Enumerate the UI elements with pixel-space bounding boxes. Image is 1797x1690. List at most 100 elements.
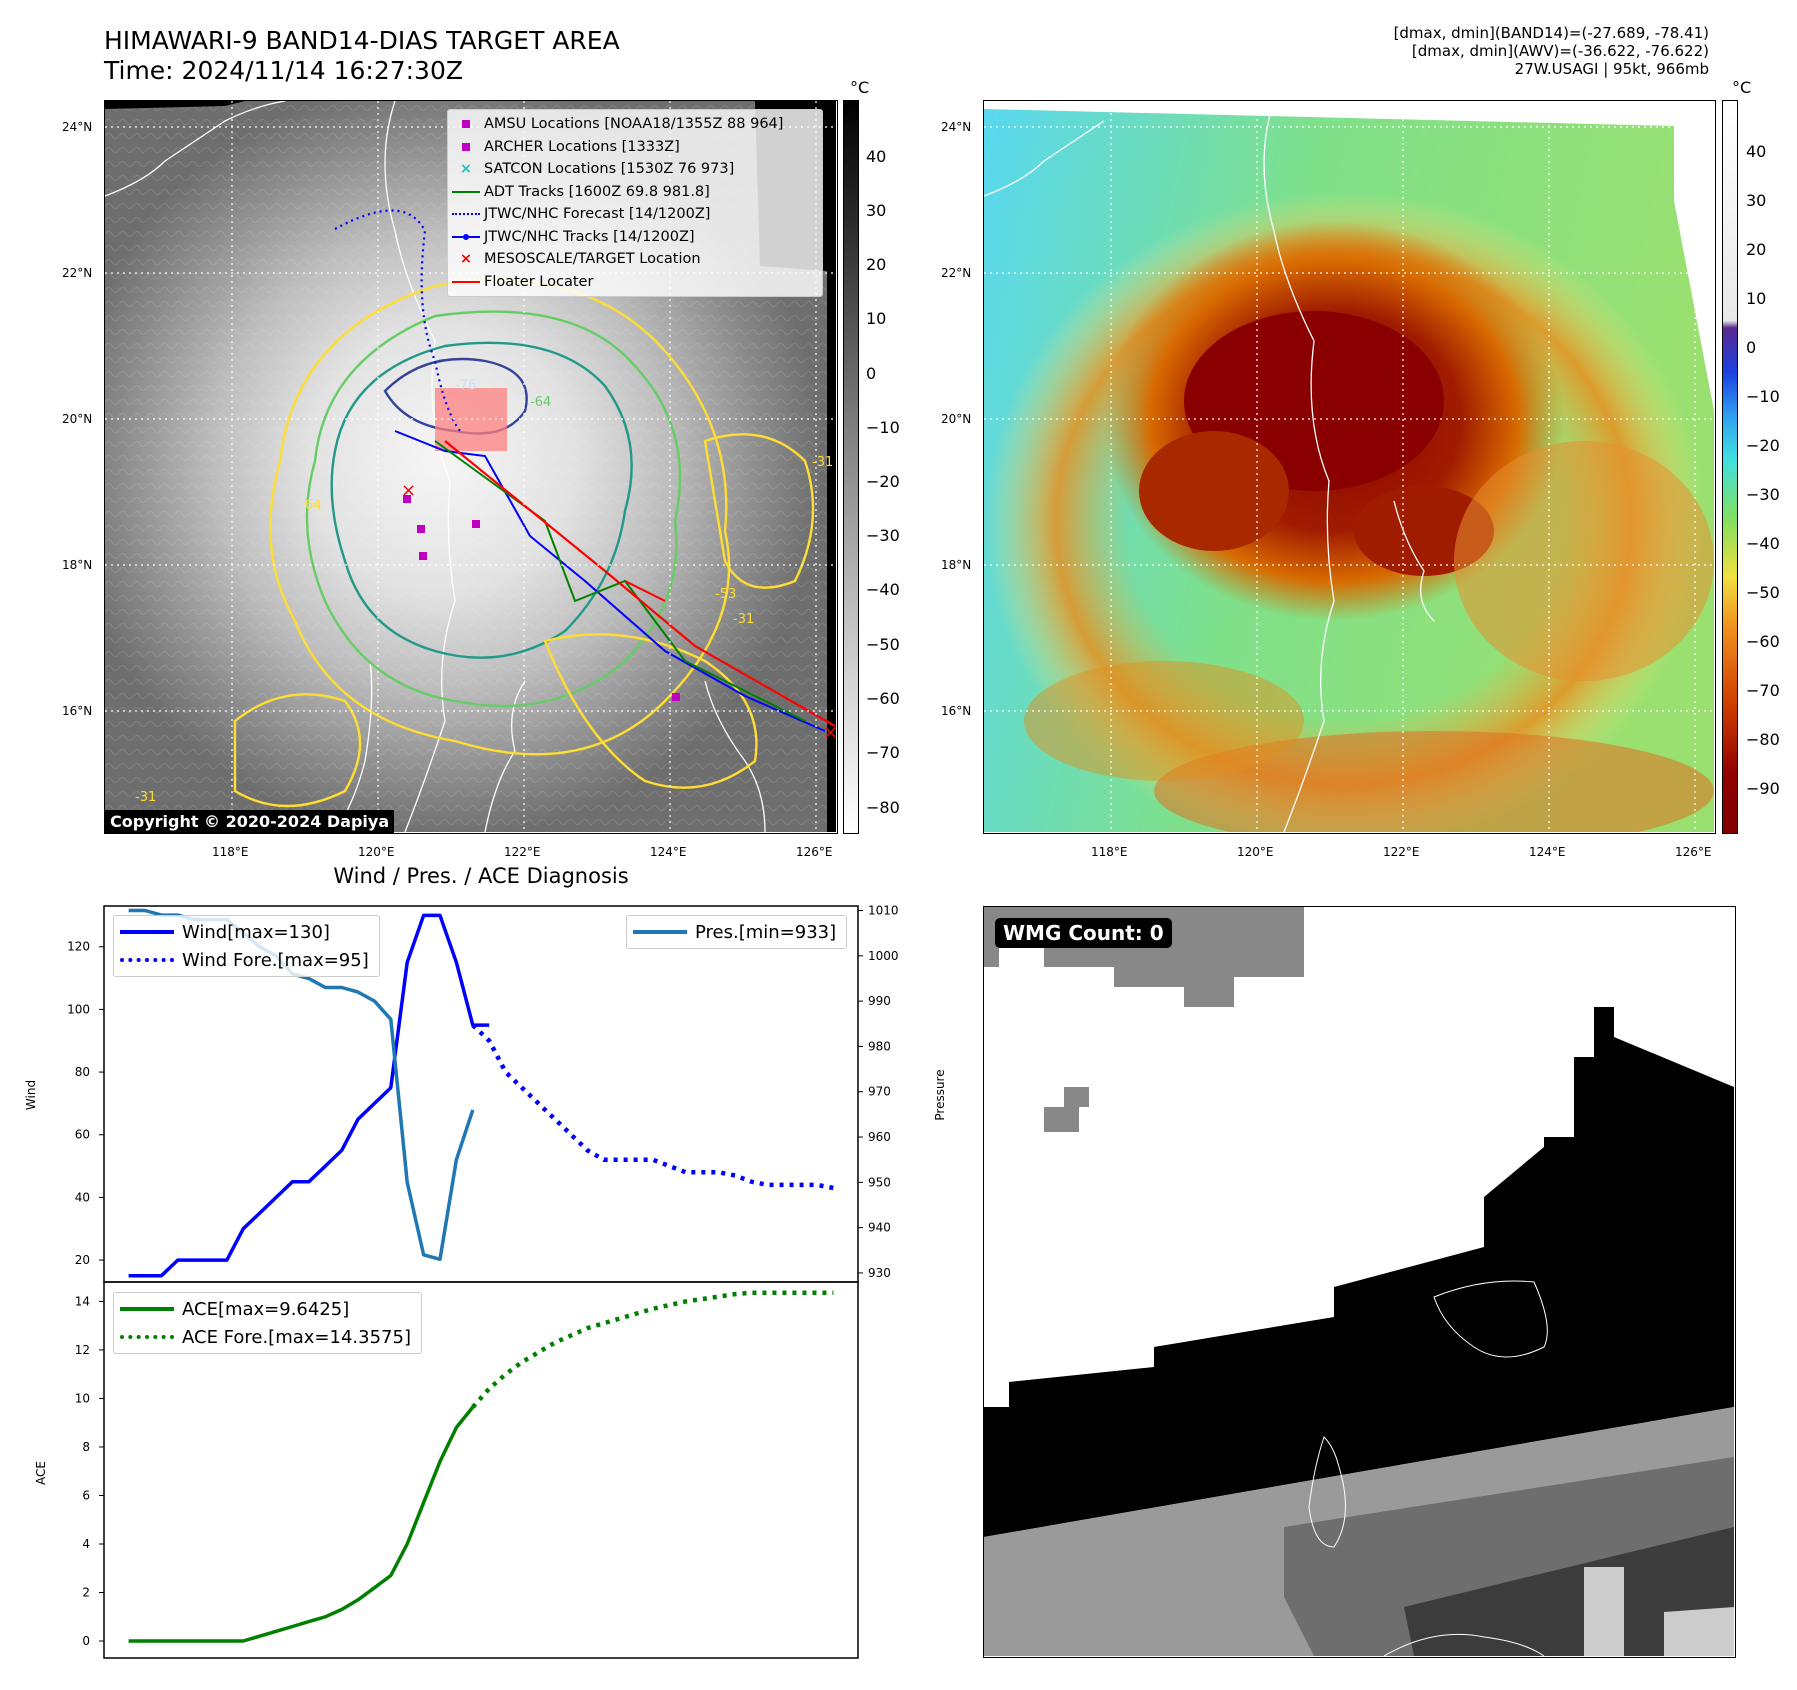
band14-range: [dmax, dmin](BAND14)=(-27.689, -78.41) [1393, 24, 1709, 42]
ir-colorbar-unit: °C [850, 78, 870, 97]
wmg-image [984, 907, 1734, 1656]
awv-range: [dmax, dmin](AWV)=(-36.622, -76.622) [1411, 42, 1709, 60]
legend-label: MESOSCALE/TARGET Location [484, 251, 701, 268]
lon-tick: 122°E [1383, 845, 1420, 859]
colorbar-tick: −60 [866, 689, 900, 708]
legend-mesoscale: × MESOSCALE/TARGET Location [448, 248, 822, 271]
legend-label: JTWC/NHC Forecast [14/1200Z] [484, 206, 711, 223]
y-tick-label: 14 [75, 1294, 90, 1308]
legend-marker-x: × [459, 251, 473, 268]
y-tick-label: 10 [75, 1391, 90, 1405]
legend-label: Wind[max=130] [182, 921, 330, 943]
legend-line [452, 190, 480, 193]
colorbar-tick: 0 [866, 364, 877, 383]
ir-legend: AMSU Locations [NOAA18/1355Z 88 964] ARC… [447, 109, 823, 297]
legend-line-dot [452, 233, 480, 240]
awv-satellite-image [984, 101, 1714, 832]
ace-legend: ACE[max=9.6425] ACE Fore.[max=14.3575] [113, 1292, 422, 1354]
legend-satcon: × SATCON Locations [1530Z 76 973] [448, 158, 822, 181]
series-line [128, 1406, 475, 1643]
lon-tick: 126°E [1675, 845, 1712, 859]
legend-marker-square [462, 142, 470, 151]
lat-tick: 20°N [941, 412, 972, 426]
legend-label: Pres.[min=933] [695, 921, 837, 943]
lat-tick: 20°N [62, 412, 93, 426]
colorbar-tick: −20 [866, 472, 900, 491]
legend-label: JTWC/NHC Tracks [14/1200Z] [484, 228, 695, 245]
colorbar-tick: −40 [1746, 534, 1780, 553]
legend-label: ACE[max=9.6425] [182, 1298, 350, 1320]
legend-line [120, 1307, 174, 1311]
legend-label: ACE Fore.[max=14.3575] [182, 1326, 411, 1348]
header-stats: [dmax, dmin](BAND14)=(-27.689, -78.41) [… [1109, 24, 1709, 78]
lat-tick: 22°N [941, 266, 972, 280]
colorbar-tick: −70 [866, 743, 900, 762]
series-line [128, 913, 490, 1278]
figure-title: HIMAWARI-9 BAND14-DIAS TARGET AREA Time:… [104, 26, 620, 86]
colorbar-tick: 40 [1746, 142, 1767, 161]
colorbar-tick: 30 [866, 201, 887, 220]
pressure-legend: Pres.[min=933] [626, 915, 848, 949]
y-tick-label: 120 [67, 940, 90, 954]
legend-label: ARCHER Locations [1333Z] [484, 138, 680, 155]
ir-colorbar [843, 100, 859, 834]
y-tick-label: 12 [75, 1343, 90, 1357]
y-right-tick-label: 930 [868, 1266, 891, 1280]
storm-info: 27W.USAGI | 95kt, 966mb [1514, 60, 1709, 78]
legend-label: Floater Locater [484, 273, 594, 290]
y-right-tick-label: 990 [868, 994, 891, 1008]
colorbar-tick: 30 [1746, 191, 1767, 210]
target-x-marker: × [401, 480, 416, 501]
y-tick-label: 0 [82, 1634, 90, 1648]
legend-ace: ACE[max=9.6425] [114, 1295, 411, 1323]
coastlines [984, 101, 1435, 832]
y-tick-label: 100 [67, 1002, 90, 1016]
legend-jtwc-tracks: JTWC/NHC Tracks [14/1200Z] [448, 226, 822, 249]
colorbar-tick: −80 [1746, 730, 1780, 749]
lon-tick: 120°E [358, 845, 395, 859]
plot-frame [103, 1281, 859, 1659]
colorbar-tick: −20 [1746, 436, 1780, 455]
y-tick-label: 2 [82, 1586, 90, 1600]
legend-marker-square [462, 120, 470, 129]
y-right-tick-label: 1000 [868, 949, 899, 963]
contour-label: -31 [135, 790, 156, 805]
lat-tick: 18°N [62, 558, 93, 572]
contour-label: -31 [812, 455, 833, 470]
wmg-count-badge: WMG Count: 0 [995, 918, 1172, 948]
y-tick-label: 20 [75, 1253, 90, 1267]
legend-wind: Wind[max=130] [114, 918, 369, 946]
y-right-tick-label: 1010 [868, 904, 899, 918]
lon-tick: 124°E [650, 845, 687, 859]
contour-label: -53 [715, 587, 736, 602]
legend-jtwc-forecast: JTWC/NHC Forecast [14/1200Z] [448, 203, 822, 226]
legend-label: SATCON Locations [1530Z 76 973] [484, 161, 735, 178]
legend-label: AMSU Locations [NOAA18/1355Z 88 964] [484, 116, 784, 133]
lon-tick: 124°E [1529, 845, 1566, 859]
legend-archer: ARCHER Locations [1333Z] [448, 136, 822, 159]
pressure-axis-label: Pressure [933, 1069, 947, 1121]
legend-adt: ADT Tracks [1600Z 69.8 981.8] [448, 181, 822, 204]
colorbar-tick: 10 [866, 309, 887, 328]
y-right-tick-label: 970 [868, 1085, 891, 1099]
y-right-tick-label: 960 [868, 1130, 891, 1144]
wind-axis-label: Wind [24, 1079, 38, 1111]
y-tick-label: 80 [75, 1065, 90, 1079]
ir-map-panel: × × -76 -64 64 -31 -53 -31 -31 AMSU Loca… [104, 100, 838, 834]
diagnosis-plot: 2040608010012093094095096097098099010001… [67, 904, 899, 1659]
y-tick-label: 60 [75, 1128, 90, 1142]
lon-tick: 120°E [1237, 845, 1274, 859]
track-overlays [334, 209, 836, 732]
ace-axis-label: ACE [34, 1461, 48, 1485]
colorbar-tick: −60 [1746, 632, 1780, 651]
lat-tick: 16°N [941, 704, 972, 718]
legend-ace-forecast: ACE Fore.[max=14.3575] [114, 1323, 411, 1351]
colorbar-tick: −50 [866, 635, 900, 654]
y-tick-label: 6 [82, 1488, 90, 1502]
colorbar-tick: −10 [866, 418, 900, 437]
diagnosis-title: Wind / Pres. / ACE Diagnosis [333, 864, 629, 888]
colorbar-tick: −90 [1746, 779, 1780, 798]
y-right-tick-label: 980 [868, 1039, 891, 1053]
colorbar-tick: −30 [1746, 485, 1780, 504]
legend-amsu: AMSU Locations [NOAA18/1355Z 88 964] [448, 113, 822, 136]
